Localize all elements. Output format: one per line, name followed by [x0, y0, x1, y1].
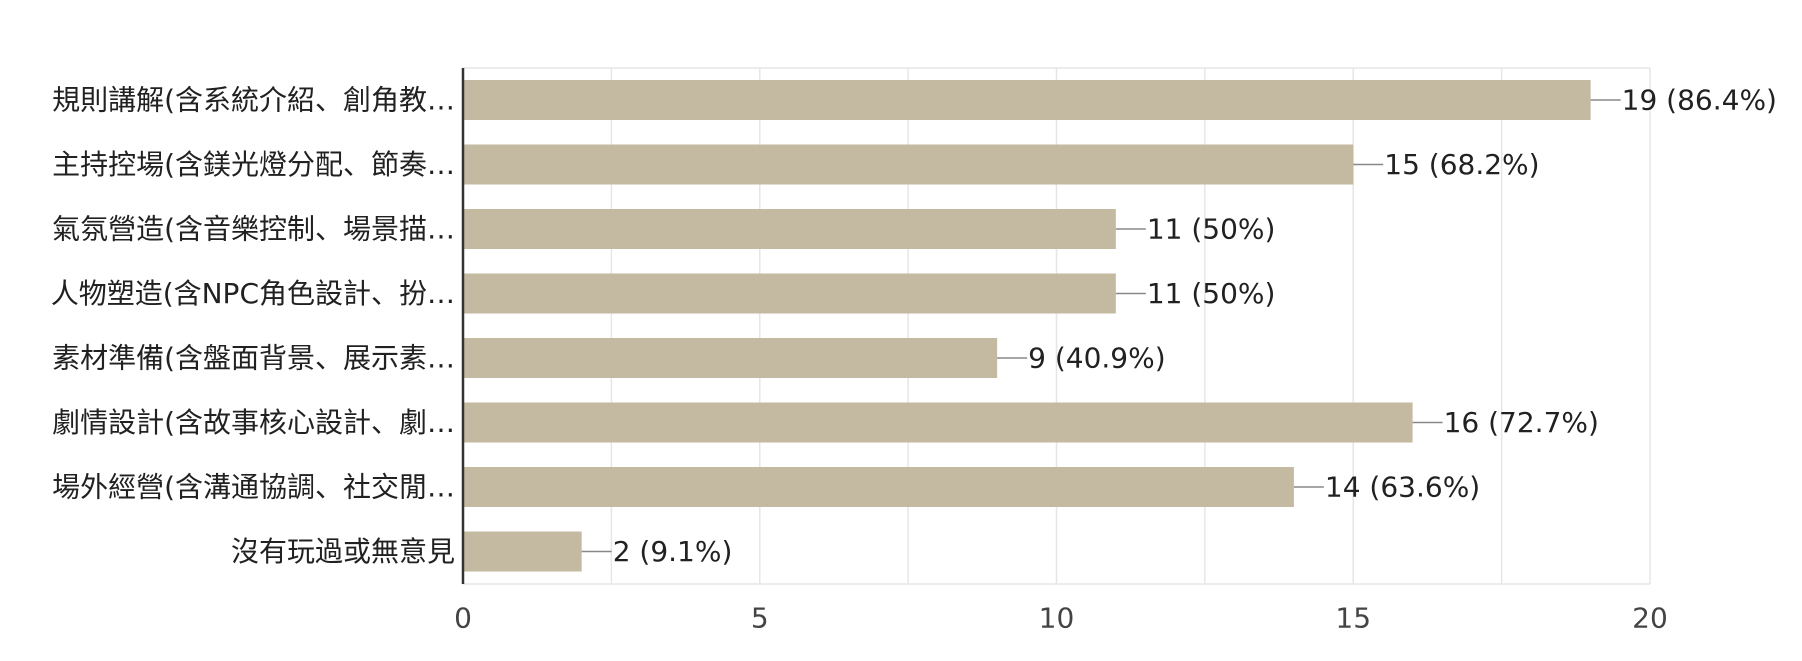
x-tick-label: 15 — [1335, 602, 1371, 635]
bar — [463, 338, 998, 378]
category-label: 素材準備(含盤面背景、展示素… — [52, 342, 455, 375]
category-label: 人物塑造(含NPC角色設計、扮… — [51, 277, 455, 310]
label-layer: 規則講解(含系統介紹、創角教… 19 (86.4%) 主持控場(含鎂光燈分配、節奏…… — [51, 84, 1777, 569]
bar — [463, 531, 582, 572]
data-label: 11 (50%) — [1147, 213, 1276, 246]
data-label: 11 (50%) — [1147, 277, 1276, 310]
category-label: 主持控場(含鎂光燈分配、節奏… — [52, 148, 455, 181]
x-tick-label: 5 — [751, 602, 769, 635]
bar — [463, 273, 1116, 314]
x-tick-label: 20 — [1632, 602, 1668, 635]
axis-layer: 0 5 10 15 20 — [454, 68, 1668, 635]
category-label: 氣氛營造(含音樂控制、場景描… — [52, 213, 455, 246]
data-label: 9 (40.9%) — [1028, 342, 1166, 375]
category-label: 規則講解(含系統介紹、創角教… — [52, 84, 455, 117]
bar-layer — [463, 80, 1591, 572]
bar — [463, 144, 1354, 185]
category-label: 沒有玩過或無意見 — [231, 535, 455, 568]
bar — [463, 209, 1116, 249]
data-label: 19 (86.4%) — [1622, 84, 1777, 117]
data-label: 14 (63.6%) — [1325, 471, 1480, 504]
x-tick-label: 10 — [1039, 602, 1075, 635]
bar — [463, 402, 1413, 443]
x-tick-label: 0 — [454, 602, 472, 635]
data-label: 15 (68.2%) — [1384, 148, 1539, 181]
data-label: 2 (9.1%) — [613, 535, 733, 568]
bar — [463, 467, 1294, 507]
category-label: 劇情設計(含故事核心設計、劇… — [52, 406, 455, 439]
data-label: 16 (72.7%) — [1444, 406, 1599, 439]
category-label: 場外經營(含溝通協調、社交閒… — [52, 471, 455, 504]
bar — [463, 80, 1591, 120]
